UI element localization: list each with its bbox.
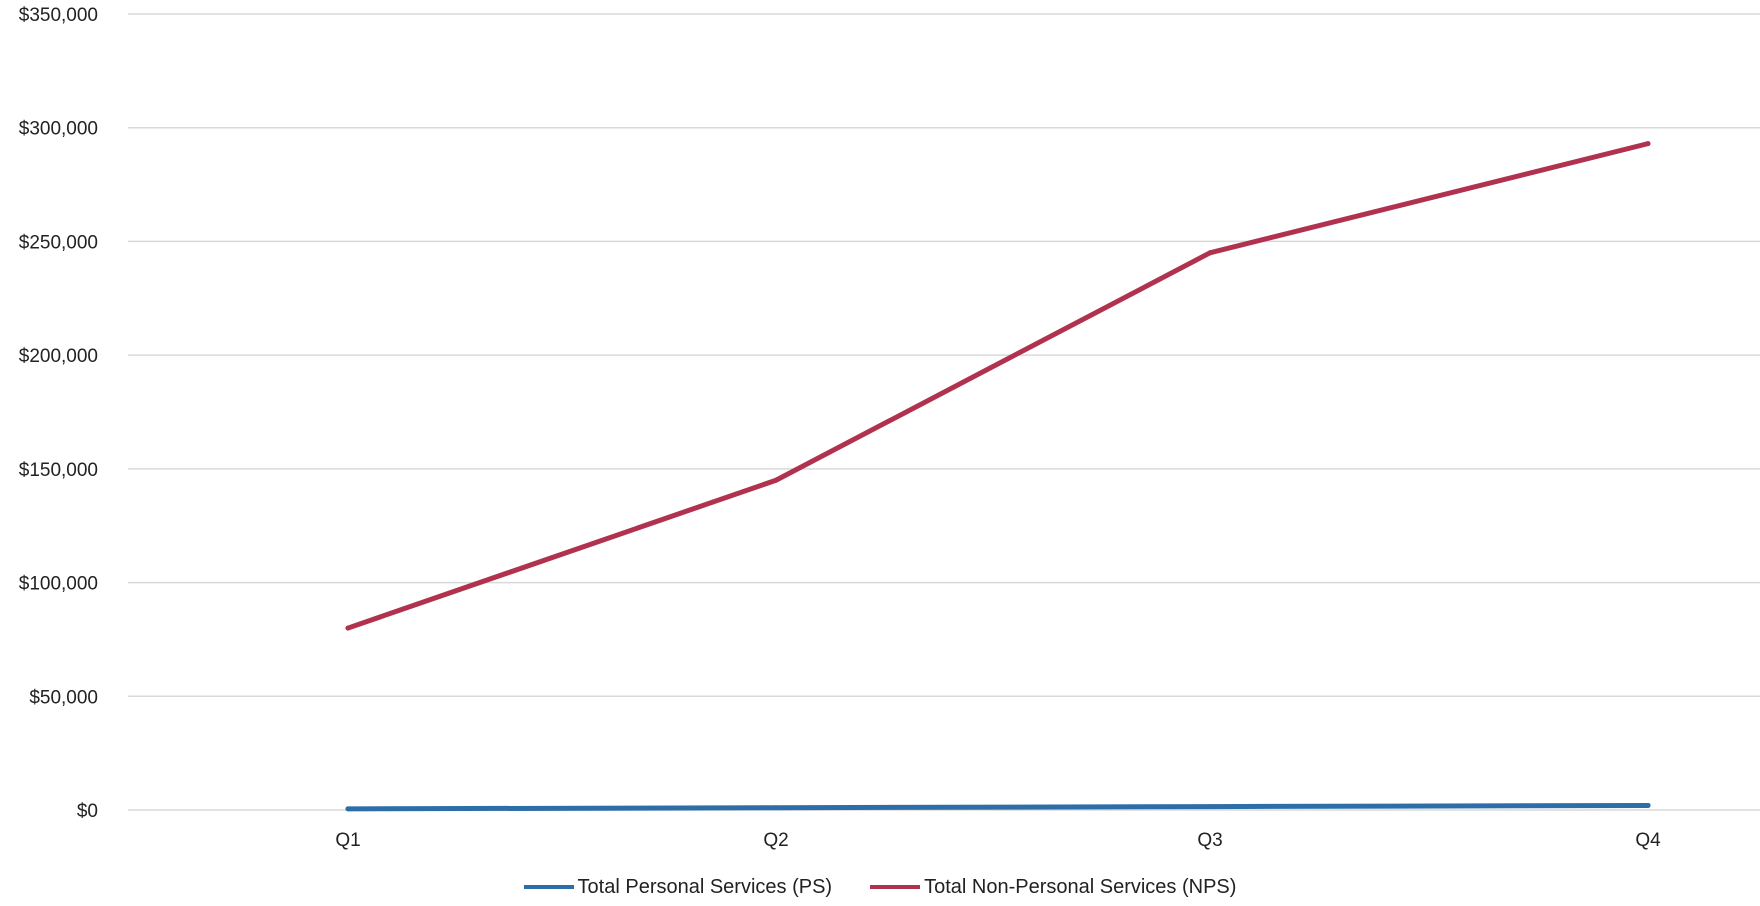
y-tick-label: $50,000 [29,687,98,708]
y-tick-label: $200,000 [19,346,98,367]
y-tick-label: $100,000 [19,574,98,595]
legend-swatch-nps [870,885,921,889]
y-axis: $0 $50,000 $100,000 $150,000 $200,000 $250,00… [19,5,98,822]
data-point [345,806,351,812]
x-tick-label: Q2 [763,830,788,851]
gridlines [128,13,1760,811]
series-lines [345,141,1651,812]
data-point [1645,802,1651,808]
data-point [1207,250,1213,256]
legend: Total Personal Services (PS) Total Non-P… [0,872,1760,902]
data-point [1207,804,1213,810]
legend-swatch-ps [523,885,574,889]
legend-label-nps: Total Non-Personal Services (NPS) [924,875,1237,898]
legend-item-ps: Total Personal Services (PS) [523,872,833,902]
series-line-ps [345,802,1651,812]
legend-label-ps: Total Personal Services (PS) [577,875,833,898]
y-tick-label: $250,000 [19,232,98,253]
data-point [773,805,779,811]
y-tick-label: $300,000 [19,119,98,140]
y-tick-label: $350,000 [19,5,98,26]
y-tick-label: $0 [77,801,98,822]
x-tick-label: Q1 [335,830,360,851]
series-line-nps [345,141,1651,631]
x-axis: Q1 Q2 Q3 Q4 [335,830,1661,851]
y-tick-label: $150,000 [19,460,98,481]
data-point [773,477,779,483]
x-tick-label: Q4 [1635,830,1661,851]
legend-item-nps: Total Non-Personal Services (NPS) [870,872,1236,902]
data-point [1645,141,1651,147]
data-point [345,625,351,631]
line-chart: $0 $50,000 $100,000 $150,000 $200,000 $250,00… [19,5,1760,851]
x-tick-label: Q3 [1197,830,1222,851]
